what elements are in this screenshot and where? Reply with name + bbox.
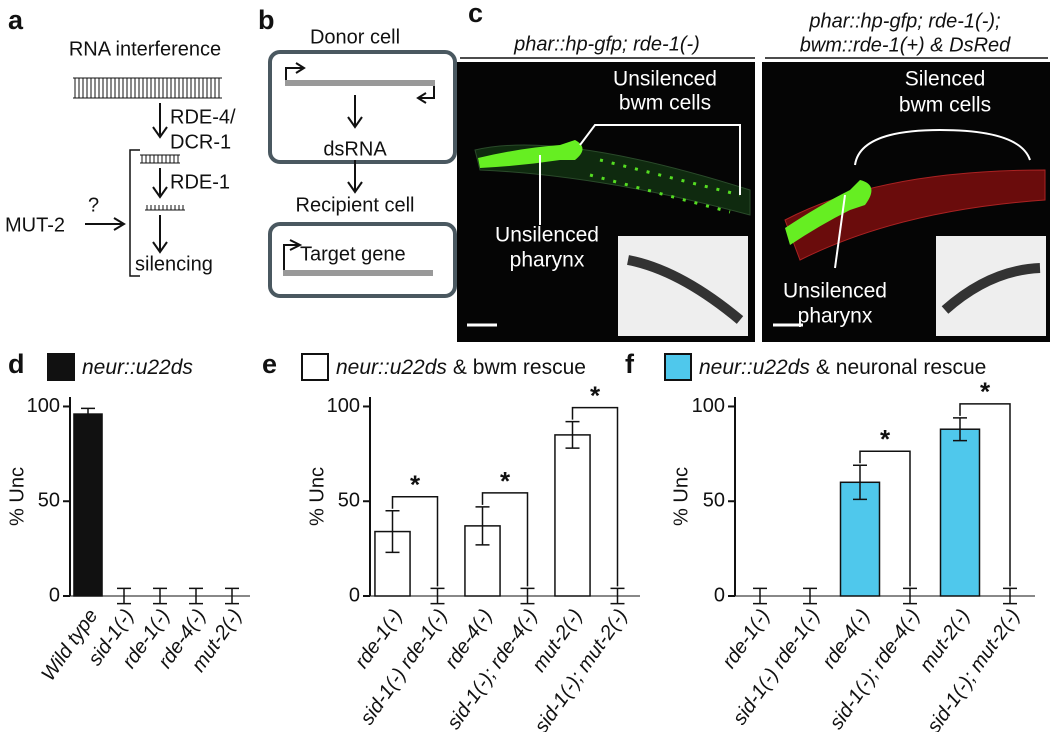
y-tick-label: 50 [703, 490, 725, 512]
legend-text: neur::u22ds [336, 356, 447, 379]
annotation: Silenced [905, 68, 986, 91]
panel-label: a [8, 5, 24, 35]
error-bar [753, 587, 767, 605]
legend-text: & neuronal rescue [816, 356, 986, 379]
bar [939, 428, 981, 597]
diagram-a [73, 77, 222, 277]
error-bar [225, 587, 239, 605]
donor-cell [268, 50, 457, 164]
annotation: pharynx [798, 305, 873, 328]
inset [936, 236, 1046, 336]
y-tick-label: 50 [38, 490, 60, 512]
image-title: bwm::rde-1(+) & DsRed [800, 34, 1011, 56]
enzyme: DCR-1 [170, 131, 231, 153]
significance-mark: * [500, 466, 511, 496]
image-title: phar::hp-gfp; rde-1(-); [808, 10, 1000, 32]
error-bar [520, 587, 535, 605]
significance-bracket [959, 403, 1011, 587]
panel-label: b [258, 5, 275, 35]
gene-label: Target gene [300, 243, 406, 265]
significance-mark: * [980, 377, 991, 407]
error-bar [565, 420, 580, 449]
gene [283, 270, 433, 276]
error-bar [903, 587, 917, 605]
error-bar [1003, 587, 1017, 605]
y-tick-label: 0 [349, 584, 360, 606]
legend-label: neur::u22ds & bwm rescue [336, 356, 586, 379]
error-bar [385, 509, 400, 554]
bracket [854, 128, 1031, 166]
bar [73, 413, 103, 597]
cell-label: Donor cell [310, 26, 400, 48]
annotation: pharynx [510, 249, 585, 272]
legend-text: neur::u22ds [82, 356, 193, 379]
inset-worm [627, 255, 744, 324]
significance-bracket [859, 450, 911, 587]
annotation: Unsilenced [783, 280, 887, 303]
bar [554, 434, 591, 597]
inset-worm [941, 263, 1041, 314]
panel-label: e [262, 349, 277, 379]
annotation: bwm cells [899, 94, 991, 117]
error-bar [475, 506, 490, 546]
legend-label: neur::u22ds & neuronal rescue [699, 356, 986, 379]
panel-label: d [8, 349, 25, 379]
annotation: Unsilenced [495, 224, 599, 247]
significance-bracket [571, 406, 619, 587]
recipient-cell [268, 222, 457, 298]
y-axis-label: % Unc [306, 467, 328, 526]
error-bar [853, 464, 867, 501]
x-tick-label: sid-1(-); rde-4(-) [825, 605, 924, 732]
legend-label: neur::u22ds [82, 356, 193, 379]
y-tick-label: 0 [714, 584, 725, 606]
y-tick-label: 100 [327, 395, 360, 417]
diagram-b [283, 62, 435, 270]
error-bar [153, 587, 167, 605]
pointer [834, 194, 846, 269]
panel-label: f [625, 349, 635, 379]
worm-right [784, 169, 1046, 261]
molecule: dsRNA [323, 138, 387, 160]
regulator: MUT-2 [5, 214, 65, 236]
outcome: silencing [135, 253, 213, 275]
y-tick-label: 50 [338, 490, 360, 512]
enzyme: RDE-4/ [170, 106, 236, 128]
legend-swatch [301, 353, 329, 381]
error-bar [953, 417, 967, 442]
significance-mark: * [410, 470, 421, 500]
significance-mark: * [590, 381, 601, 411]
legend-text: neur::u22ds [699, 356, 810, 379]
image-title: phar::hp-gfp; rde-1(-) [513, 33, 700, 55]
cell-label: Recipient cell [296, 194, 415, 216]
annotation: Unsilenced [613, 68, 717, 91]
error-bar [81, 407, 95, 421]
error-bar [117, 587, 131, 605]
error-bar [189, 587, 203, 605]
legend-text: & bwm rescue [453, 356, 586, 379]
y-tick-label: 0 [49, 584, 60, 606]
title: RNA interference [69, 38, 221, 60]
significance-mark: * [880, 424, 891, 454]
y-axis-label: % Unc [670, 467, 692, 526]
annotation: bwm cells [619, 92, 711, 115]
error-bar [610, 587, 625, 605]
legend-swatch [47, 353, 75, 381]
bracket [579, 124, 741, 195]
error-bar [430, 587, 445, 605]
panel-label: c [468, 0, 483, 28]
y-axis-label: % Unc [6, 467, 28, 526]
significance-bracket [391, 495, 439, 587]
error-bar [803, 587, 817, 605]
unknown: ? [88, 194, 99, 216]
enzyme: RDE-1 [170, 171, 230, 193]
y-tick-label: 100 [692, 395, 725, 417]
significance-bracket [481, 492, 529, 587]
y-tick-label: 100 [27, 395, 60, 417]
legend-swatch [664, 353, 692, 381]
worm-left [474, 140, 751, 216]
